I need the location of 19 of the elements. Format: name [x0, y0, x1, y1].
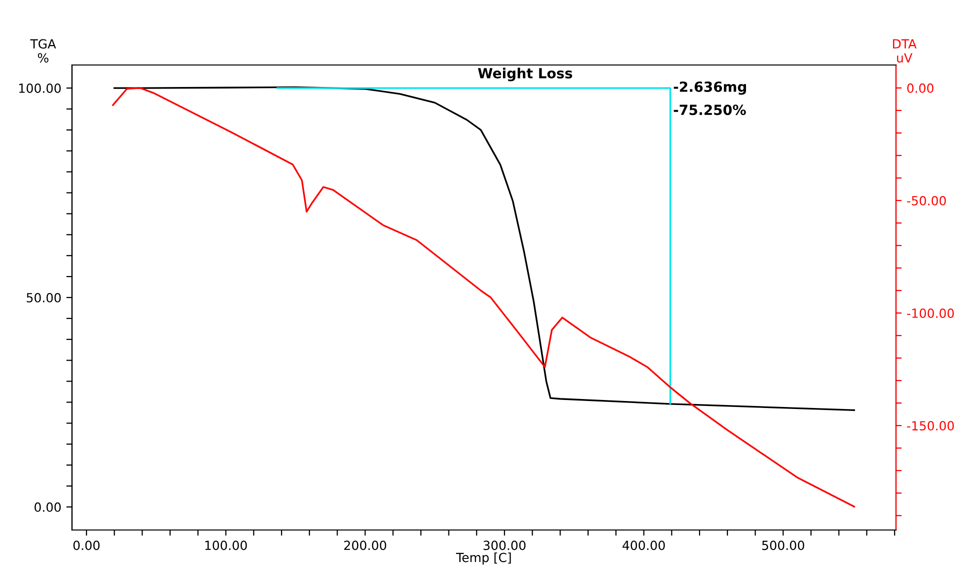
- x-axis-title: Temp [C]: [456, 552, 511, 565]
- y-axis-title: TGA %: [30, 39, 56, 63]
- x-tick-label: 200.00: [344, 540, 386, 550]
- annotation: -75.250%: [674, 104, 746, 116]
- x-tick-label: 400.00: [622, 540, 665, 550]
- annotation: -2.636mg: [674, 81, 746, 95]
- x-tick-label: 0.00: [73, 540, 100, 550]
- y-tick-label: 100.00: [19, 84, 61, 93]
- x-tick-label: 500.00: [762, 540, 804, 550]
- y-tick-label: 50.00: [26, 292, 61, 302]
- y2-tick-label: -100.00: [907, 308, 954, 318]
- y2-tick-label: -150.00: [907, 421, 954, 430]
- y2-tick-label: 0.00: [907, 83, 934, 93]
- x-tick-label: 100.00: [205, 540, 247, 550]
- y2-axis-title: DTA uV: [893, 39, 917, 63]
- annotation: Weight Loss: [478, 68, 572, 82]
- y-tick-label: 0.00: [34, 502, 61, 512]
- x-tick-label: 300.00: [484, 540, 526, 550]
- y2-tick-label: -50.00: [907, 196, 946, 206]
